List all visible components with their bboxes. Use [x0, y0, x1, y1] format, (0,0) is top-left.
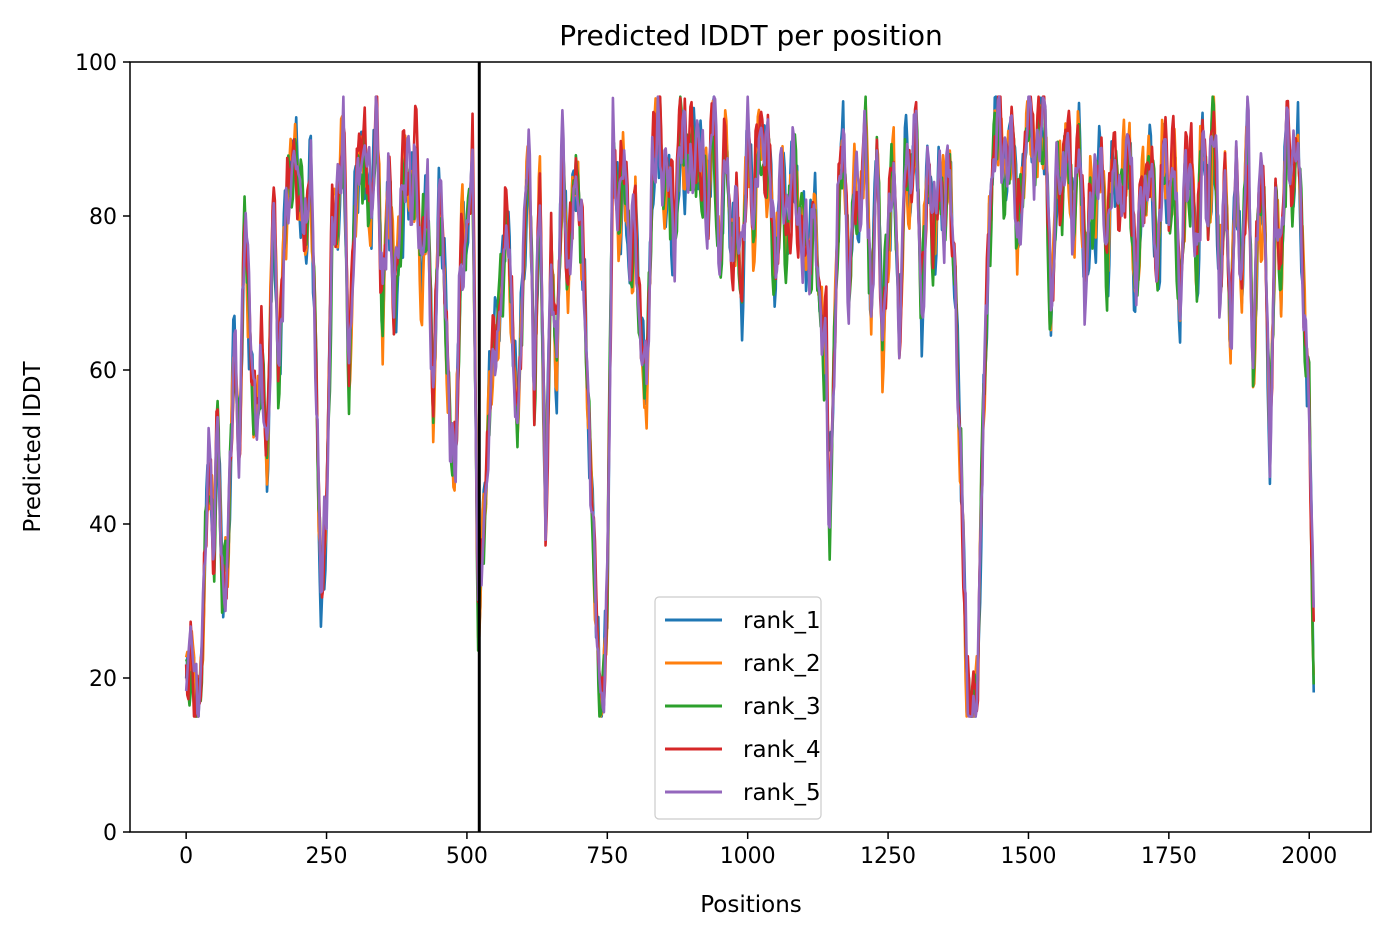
legend-label-rank-3: rank_3 — [743, 694, 821, 720]
x-tick-label: 1000 — [720, 844, 776, 869]
x-tick-label: 1250 — [860, 844, 916, 869]
legend-label-rank-2: rank_2 — [743, 651, 821, 677]
chart-title: Predicted lDDT per position — [559, 19, 943, 52]
x-axis-ticks: 0 250 500 750 1000 1250 1500 1750 2000 — [179, 832, 1337, 869]
x-tick-label: 2000 — [1281, 844, 1337, 869]
y-tick-label: 100 — [75, 51, 117, 76]
x-tick-label: 250 — [306, 844, 348, 869]
x-tick-label: 0 — [179, 844, 193, 869]
plot-frame — [129, 61, 1372, 833]
legend-label-rank-4: rank_4 — [743, 737, 821, 763]
y-tick-label: 20 — [89, 667, 117, 692]
x-tick-label: 1500 — [1000, 844, 1056, 869]
series-line-rank-5 — [184, 95, 1316, 718]
x-axis-label: Positions — [700, 892, 802, 918]
y-tick-label: 40 — [89, 513, 117, 538]
legend-label-rank-5: rank_5 — [743, 780, 821, 806]
series-layer — [184, 95, 1316, 718]
legend: rank_1 rank_2 rank_3 rank_4 rank_5 — [654, 596, 822, 820]
legend-label-rank-1: rank_1 — [743, 608, 821, 634]
y-tick-label: 80 — [89, 205, 117, 230]
x-tick-label: 1750 — [1141, 844, 1197, 869]
y-tick-label: 0 — [103, 821, 117, 846]
legend-box — [654, 596, 822, 820]
y-axis-label: Predicted lDDT — [20, 360, 46, 532]
y-tick-label: 60 — [89, 359, 117, 384]
y-axis-ticks: 0 20 40 60 80 100 — [75, 51, 130, 846]
x-tick-label: 500 — [446, 844, 488, 869]
x-tick-label: 750 — [586, 844, 628, 869]
legend-entries: rank_1 rank_2 rank_3 rank_4 rank_5 — [665, 608, 821, 806]
